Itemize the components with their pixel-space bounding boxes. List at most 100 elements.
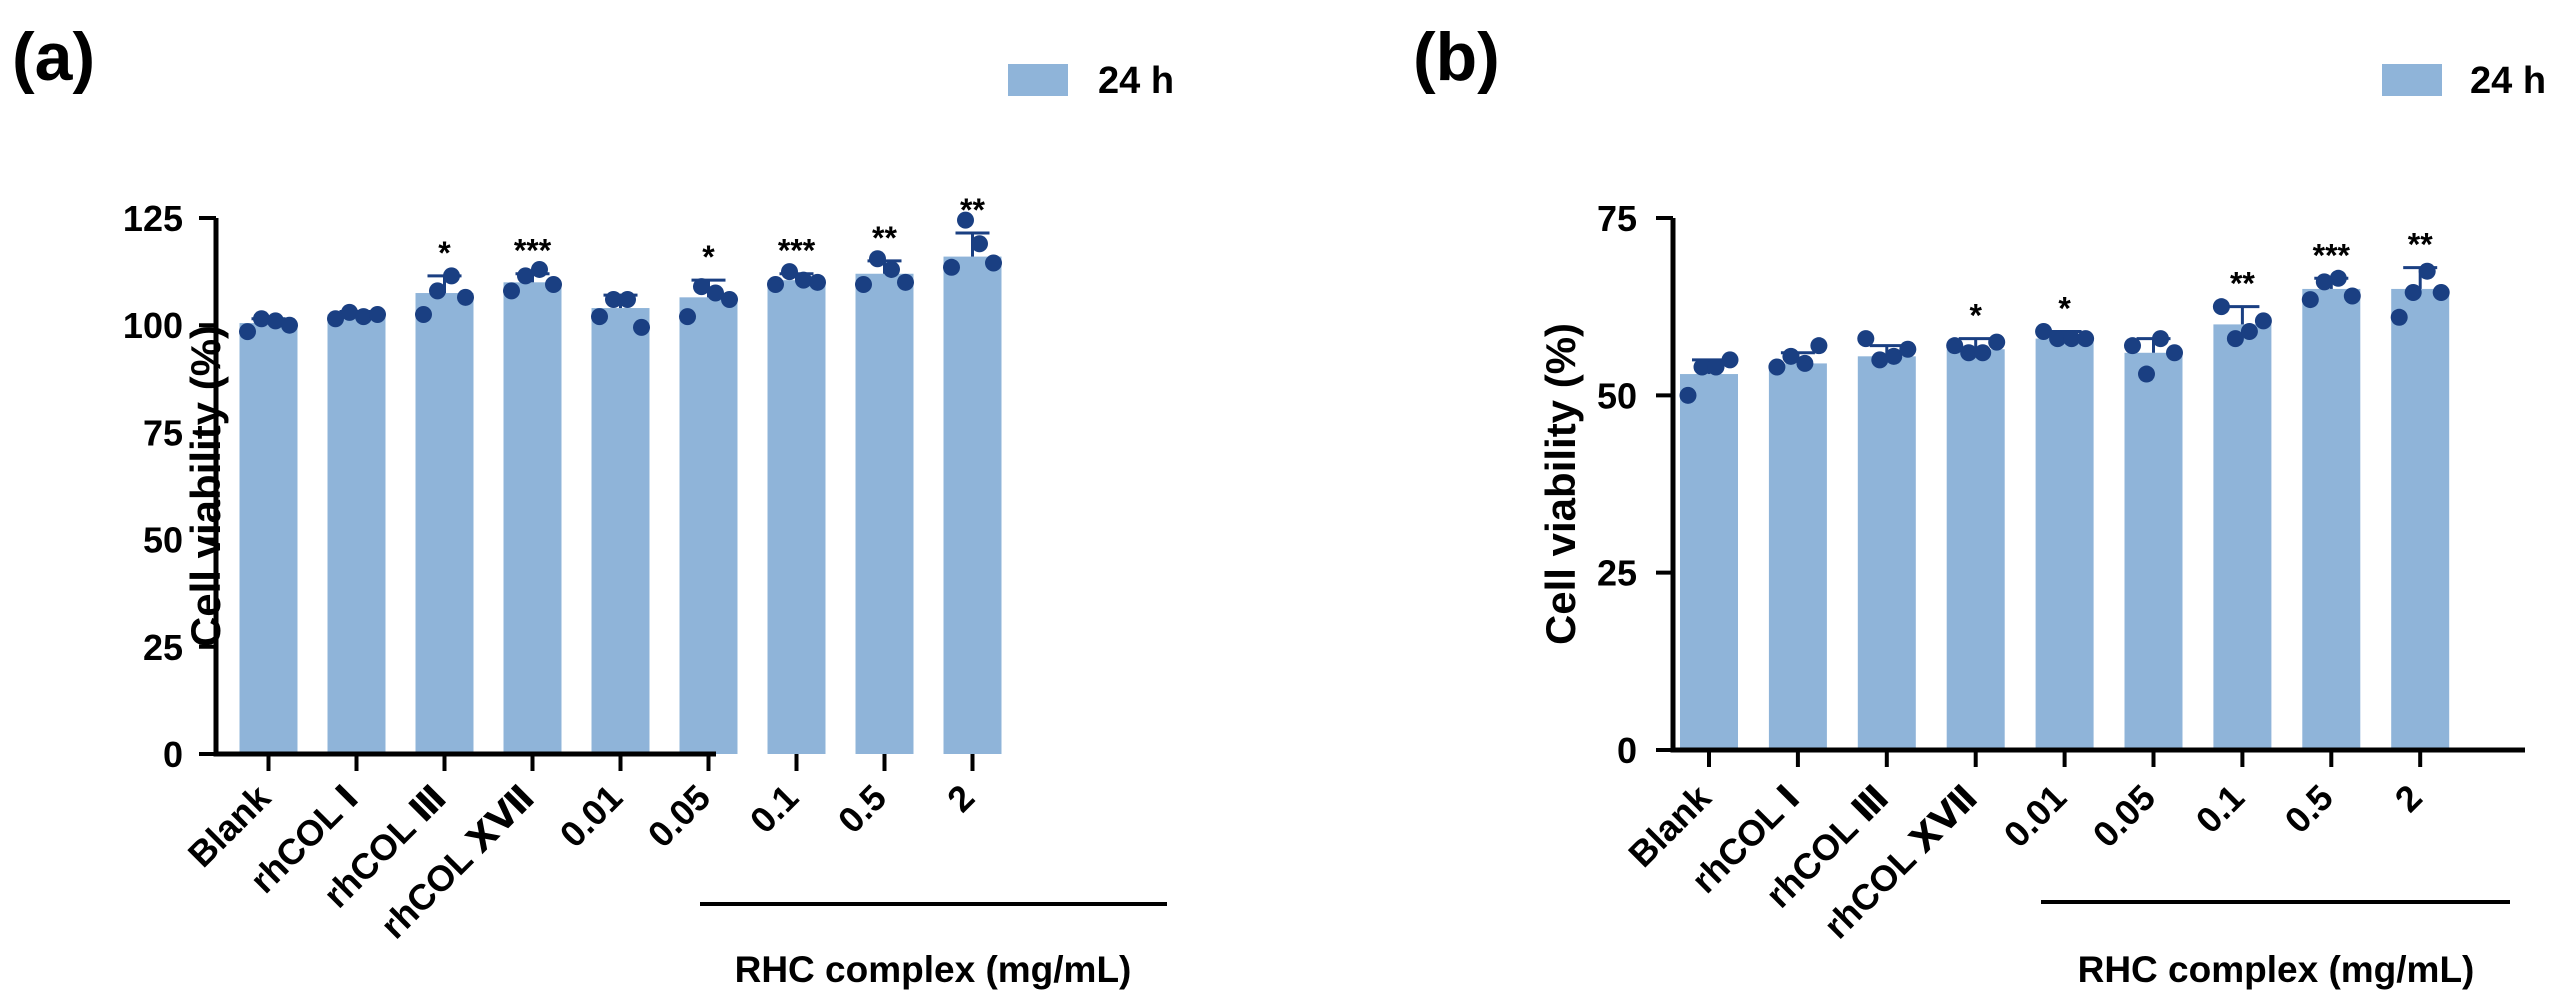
bar [503, 282, 562, 754]
data-point [1707, 358, 1725, 376]
data-point [355, 308, 372, 326]
data-point [2315, 273, 2333, 291]
bar [2302, 288, 2361, 750]
data-point [633, 318, 650, 336]
y-tick-label: 50 [1597, 375, 1637, 416]
data-point [2138, 365, 2155, 383]
bar [679, 297, 738, 754]
y-tick-label: 75 [143, 412, 183, 453]
data-point [957, 211, 974, 229]
data-point [369, 305, 386, 323]
data-point [429, 282, 446, 300]
x-tick-label: 0.1 [742, 777, 806, 841]
y-tick-label: 0 [163, 734, 183, 775]
y-tick-label: 25 [143, 627, 183, 668]
data-point [985, 254, 1002, 272]
legend-label: 24 h [1098, 60, 1174, 102]
data-point [2077, 330, 2095, 348]
group-label: RHC complex (mg/mL) [2078, 949, 2475, 990]
data-point [693, 278, 710, 296]
data-point [2212, 298, 2230, 316]
y-tick-label: 25 [1597, 553, 1637, 594]
bar [415, 293, 474, 754]
y-tick-label: 75 [1597, 198, 1637, 239]
significance-marker: *** [778, 233, 816, 269]
y-axis-label: Cell viability (%) [182, 325, 229, 647]
bar [943, 256, 1002, 754]
data-point [1885, 347, 1903, 365]
data-point [1899, 340, 1917, 358]
significance-marker: ** [960, 192, 985, 228]
significance-marker: ** [872, 220, 897, 256]
data-point [943, 258, 960, 276]
data-point [1857, 330, 1875, 348]
data-point [619, 290, 636, 308]
x-tick-label: 0.1 [2188, 777, 2252, 841]
significance-marker: *** [514, 233, 552, 269]
legend-swatch [2382, 64, 2442, 96]
group-label: RHC complex (mg/mL) [735, 949, 1132, 990]
y-tick-label: 50 [143, 520, 183, 561]
x-tick-label: 0.05 [2085, 777, 2164, 856]
data-point [2432, 283, 2450, 301]
data-point [855, 275, 872, 293]
data-point [2240, 322, 2258, 340]
bar [2391, 288, 2450, 750]
data-point [721, 290, 738, 308]
bar [591, 308, 650, 754]
bar [2124, 352, 2183, 750]
x-tick-label: 0.5 [830, 777, 894, 841]
significance-marker: ** [2230, 266, 2255, 302]
data-point [1988, 333, 2006, 351]
data-point [1721, 351, 1739, 369]
data-point [2035, 322, 2053, 340]
data-point [883, 260, 900, 278]
significance-marker: *** [2313, 237, 2351, 273]
data-point [253, 310, 270, 328]
legend-label: 24 h [2470, 60, 2546, 102]
data-point [1871, 351, 1889, 369]
x-tick-label: 0.5 [2277, 777, 2341, 841]
bar [2035, 338, 2094, 750]
y-tick-label: 100 [123, 305, 183, 346]
data-point [545, 275, 562, 293]
bar [1946, 349, 2005, 750]
data-point [327, 310, 344, 328]
bar [1768, 363, 1827, 750]
data-point [281, 316, 298, 334]
data-point [503, 282, 520, 300]
bar [2213, 324, 2272, 750]
data-point [605, 290, 622, 308]
data-point [517, 267, 534, 285]
data-point [2124, 337, 2141, 355]
data-point [267, 312, 284, 330]
data-point [707, 284, 724, 302]
data-point [1768, 358, 1786, 376]
bar [327, 314, 386, 754]
significance-marker: * [702, 239, 715, 275]
bar [239, 323, 298, 754]
data-point [795, 271, 812, 289]
x-tick-label: 0.05 [640, 777, 719, 856]
bar [1680, 374, 1738, 750]
data-point [1946, 337, 1964, 355]
significance-marker: ** [2408, 227, 2433, 263]
panel-label: (a) [12, 19, 95, 95]
data-point [781, 263, 798, 281]
data-point [767, 275, 784, 293]
data-point [443, 267, 460, 285]
legend-swatch [1008, 64, 1068, 96]
data-point [809, 273, 826, 291]
data-point [531, 260, 548, 278]
data-point [679, 308, 696, 326]
data-point [1810, 337, 1828, 355]
panel-label: (b) [1413, 19, 1500, 95]
data-point [591, 308, 608, 326]
data-point [2329, 269, 2347, 287]
y-tick-label: 125 [123, 198, 183, 239]
data-point [2166, 344, 2183, 362]
data-point [2418, 262, 2436, 280]
data-point [1679, 386, 1697, 404]
